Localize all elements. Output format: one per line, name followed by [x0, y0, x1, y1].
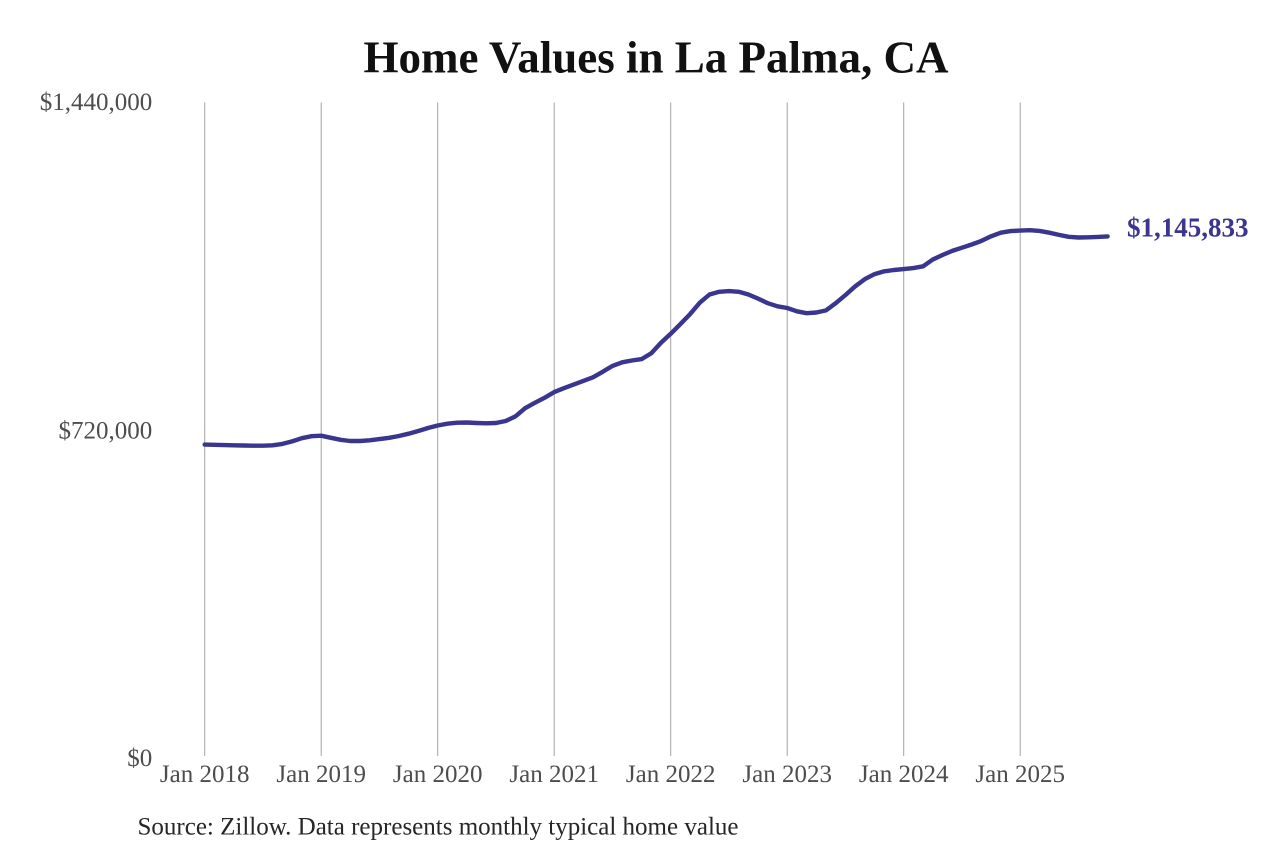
svg-text:Jan 2022: Jan 2022 [626, 761, 716, 788]
svg-text:$0: $0 [127, 745, 152, 772]
svg-text:Source: Zillow. Data represent: Source: Zillow. Data represents monthly … [138, 814, 739, 841]
svg-text:$1,145,833: $1,145,833 [1127, 213, 1249, 243]
svg-text:$1,440,000: $1,440,000 [40, 89, 153, 116]
svg-text:Jan 2021: Jan 2021 [509, 761, 599, 788]
svg-text:Jan 2025: Jan 2025 [975, 761, 1065, 788]
svg-text:Home Values in La Palma, CA: Home Values in La Palma, CA [363, 33, 949, 83]
svg-text:Jan 2019: Jan 2019 [276, 761, 366, 788]
svg-text:Jan 2020: Jan 2020 [393, 761, 483, 788]
svg-text:Jan 2023: Jan 2023 [742, 761, 832, 788]
svg-text:Jan 2024: Jan 2024 [859, 761, 949, 788]
svg-text:Jan 2018: Jan 2018 [160, 761, 250, 788]
svg-text:$720,000: $720,000 [59, 418, 153, 445]
